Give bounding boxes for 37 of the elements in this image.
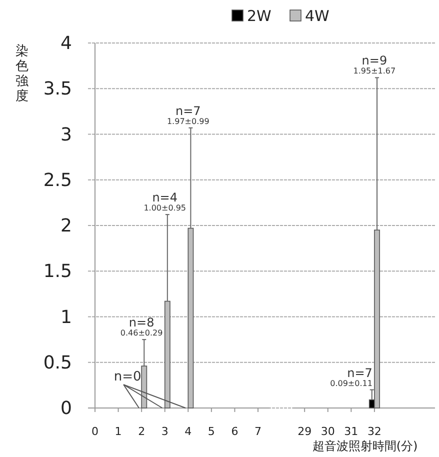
legend-label: 4W bbox=[305, 7, 330, 25]
y-axis-title: 染色強度 bbox=[16, 44, 28, 104]
x-tick-label: 31 bbox=[344, 425, 358, 438]
x-tick-label: 29 bbox=[298, 425, 312, 438]
x-tick-label: 5 bbox=[208, 425, 215, 438]
x-tick-label: 2 bbox=[138, 425, 146, 438]
x-tick-label: 4 bbox=[184, 425, 192, 438]
annotation: 1.00±0.95 bbox=[144, 204, 186, 213]
annotation: n=4 bbox=[152, 190, 178, 205]
legend-label: 2W bbox=[247, 7, 272, 25]
x-axis-title: 超音波照射時間(分) bbox=[312, 439, 418, 453]
x-tick-label: 1 bbox=[114, 425, 122, 438]
annotation: 1.97±0.99 bbox=[166, 116, 210, 126]
y-tick-label: 0.5 bbox=[43, 352, 72, 374]
y-tick-label: 3.5 bbox=[43, 78, 72, 100]
x-tick-label: 3 bbox=[161, 425, 168, 438]
annotation: n=7 bbox=[175, 104, 201, 118]
x-tick-label: 6 bbox=[231, 425, 238, 438]
x-tick-label: 32 bbox=[367, 425, 382, 438]
annotation: n=7 bbox=[347, 366, 372, 380]
y-tick-label: 4 bbox=[60, 33, 72, 54]
x-tick-label: 30 bbox=[320, 425, 335, 438]
y-tick-label: 2.5 bbox=[43, 170, 72, 191]
bar bbox=[188, 228, 194, 408]
annotation: 0.09±0.11 bbox=[330, 378, 372, 388]
annotation: n=9 bbox=[362, 54, 388, 68]
annotation: n=0 bbox=[114, 370, 142, 385]
annotation: n=8 bbox=[128, 316, 154, 330]
y-tick-label: 1.5 bbox=[43, 261, 72, 282]
x-tick-label: 7 bbox=[254, 425, 262, 438]
y-tick-label: 2 bbox=[60, 216, 72, 236]
y-tick-label: 0 bbox=[60, 398, 72, 419]
x-tick-label: 0 bbox=[91, 425, 98, 438]
y-tick-label: 1 bbox=[60, 306, 72, 328]
annotation: 1.95±1.67 bbox=[353, 66, 396, 76]
y-tick-label: 3 bbox=[60, 124, 72, 146]
annotation: 0.46±0.29 bbox=[120, 328, 163, 338]
